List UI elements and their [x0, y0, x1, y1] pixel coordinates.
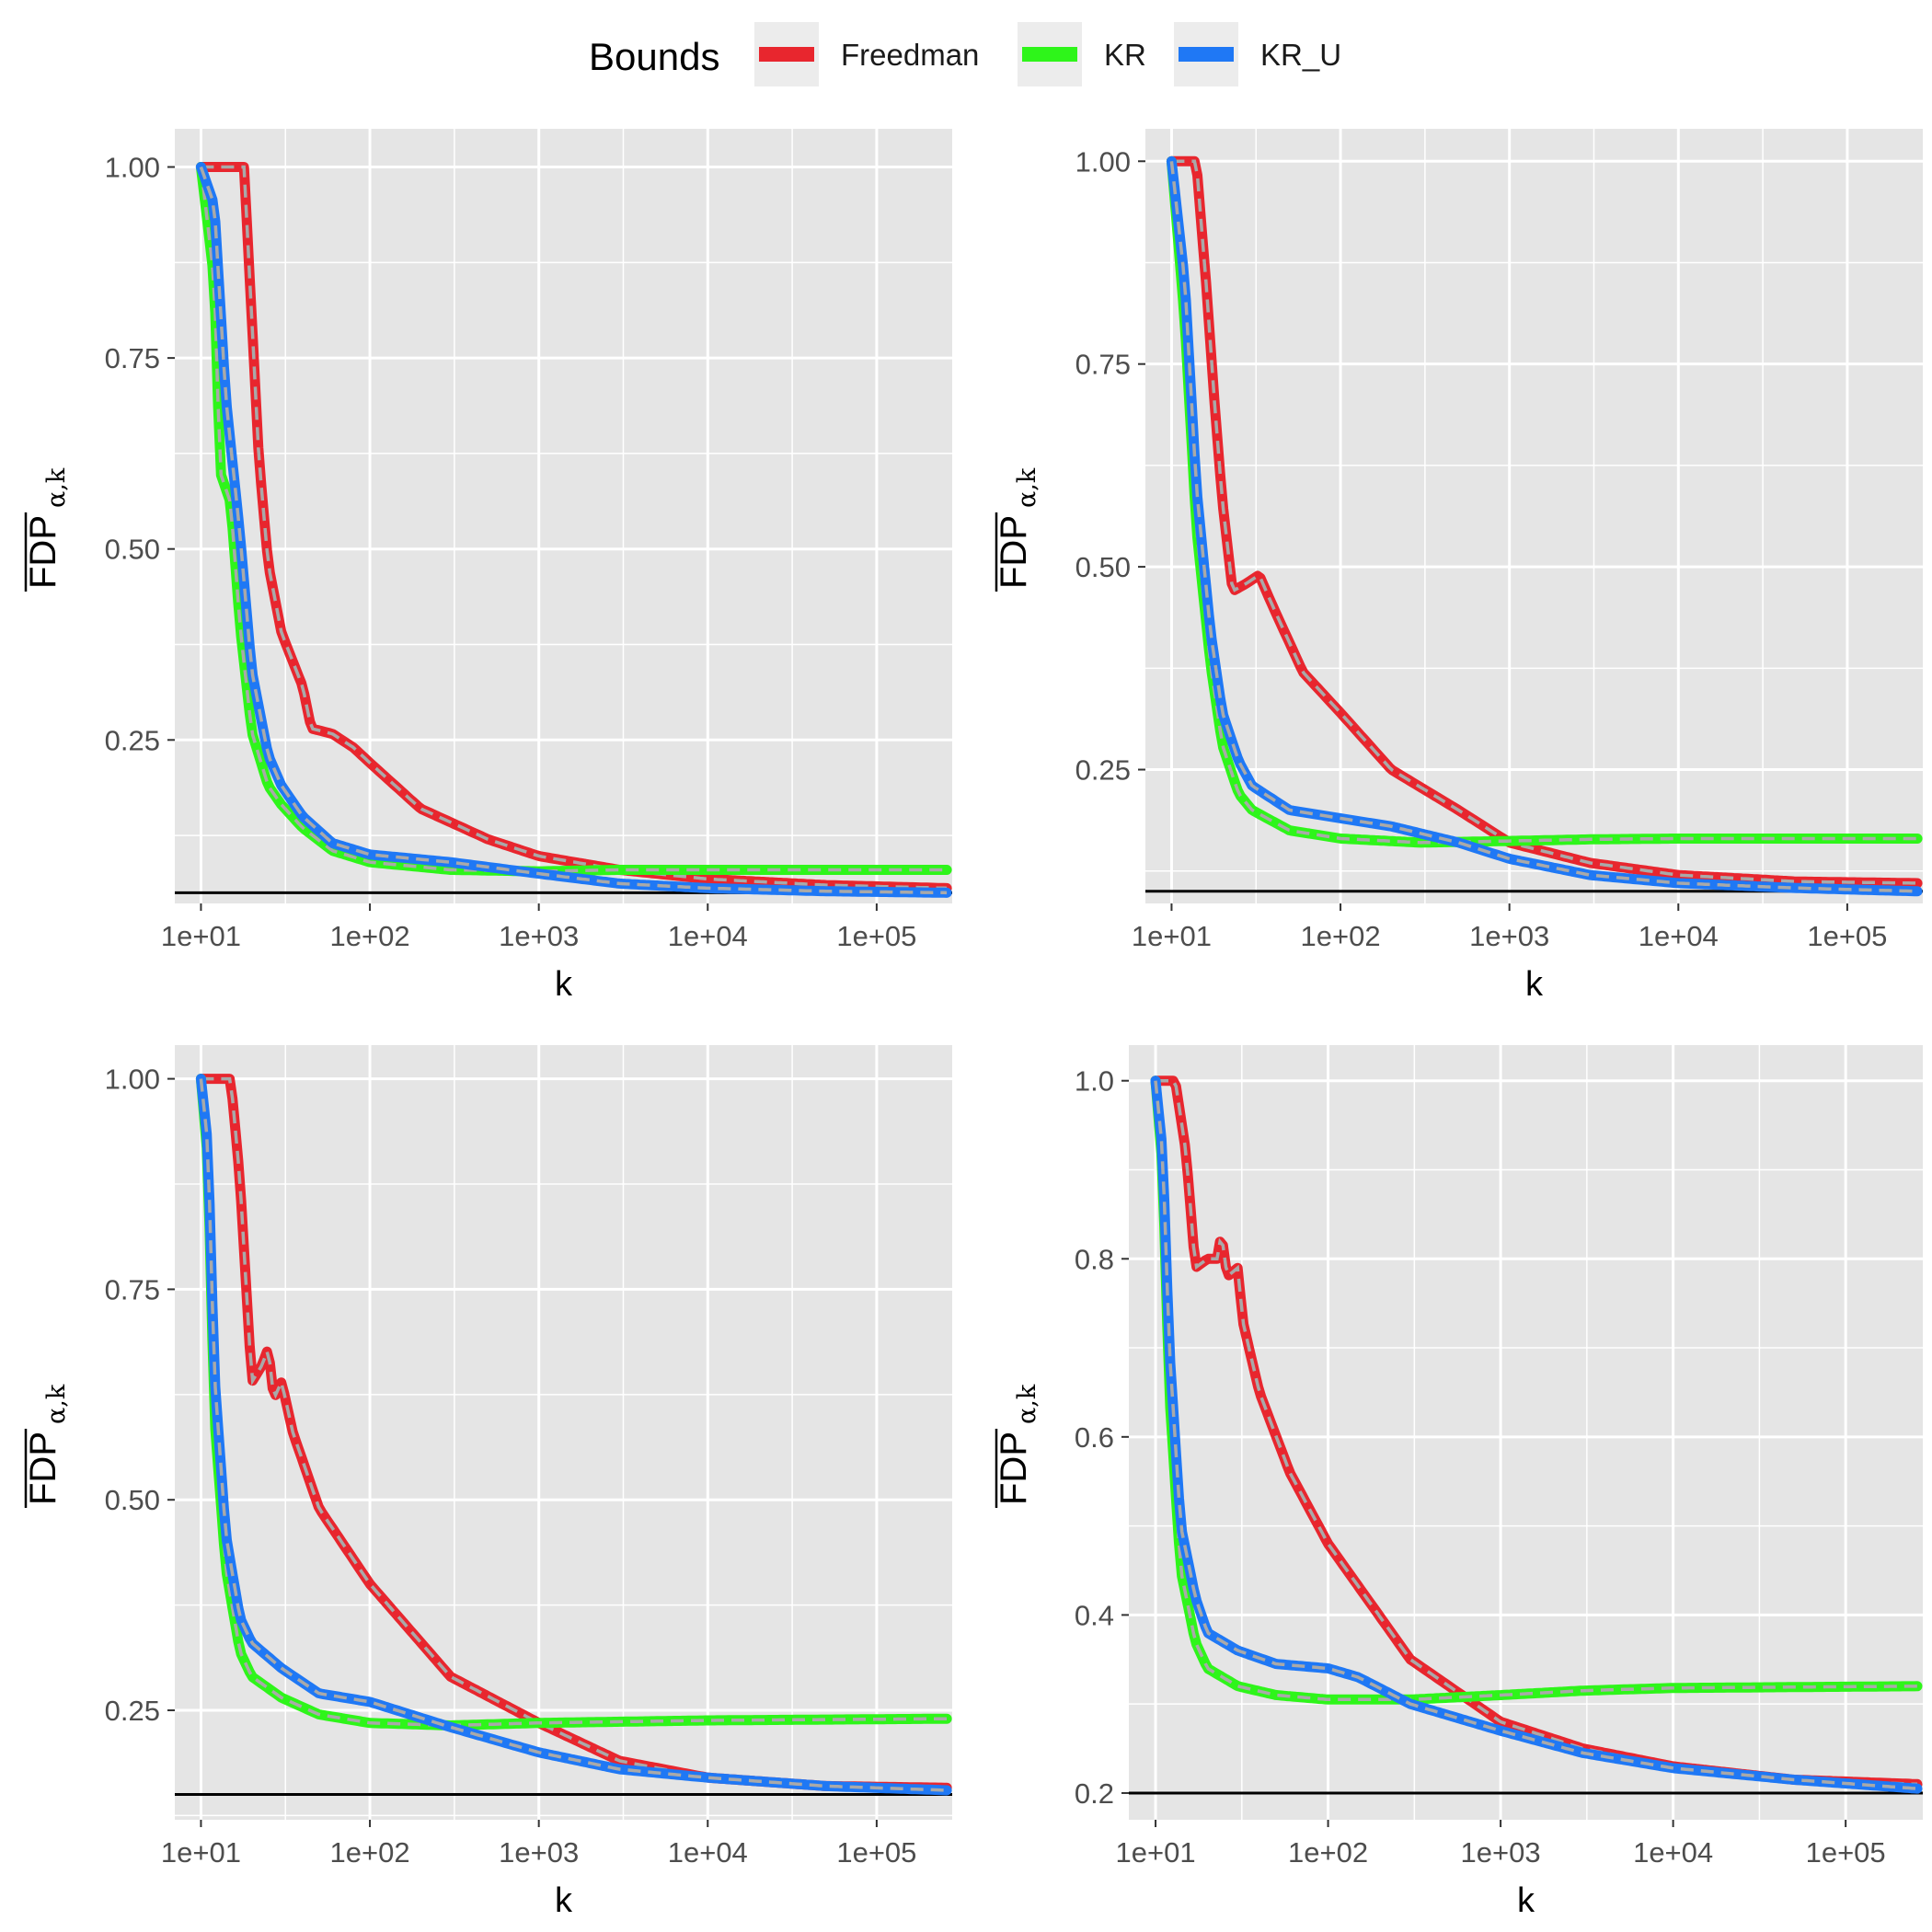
x-tick-label: 1e+05 [836, 1836, 916, 1869]
y-tick-label: 0.50 [1075, 551, 1131, 583]
y-axis-title-subscript: α,k [42, 1384, 71, 1424]
x-tick-label: 1e+05 [1807, 920, 1887, 952]
series-dashed-kr-u [1154, 1080, 1918, 1790]
panel-2: 1e+01 1e+02 1e+03 1e+04 1e+05 0.25 0.50 0.75 1.0… [994, 129, 1923, 1004]
y-tick-label: 0.25 [1075, 754, 1131, 787]
x-tick-label: 1e+04 [668, 1836, 748, 1869]
legend-item-freedman: Freedman [754, 22, 979, 86]
panels: 1e+01 1e+02 1e+03 1e+04 1e+05 0.25 0.50 0.75 1.0… [23, 129, 1923, 1920]
x-axis-title: k [555, 965, 573, 1004]
series-dashed-freedman [1171, 159, 1918, 885]
panel-background [175, 1045, 952, 1820]
series-dashed-kr-u [1169, 161, 1918, 893]
series-dashed-kr [1169, 161, 1918, 845]
x-tick-label: 1e+01 [161, 1836, 241, 1869]
x-tick-label: 1e+05 [836, 920, 916, 952]
y-tick-label: 0.75 [105, 342, 160, 374]
x-tick-label: 1e+05 [1806, 1836, 1886, 1869]
y-tick-label: 0.6 [1075, 1421, 1114, 1454]
y-axis-title: FDP α,k [994, 1384, 1041, 1508]
x-axis-title: k [1525, 965, 1544, 1004]
series-group [1166, 155, 1923, 897]
series-dashed-kr [1154, 1080, 1918, 1702]
legend-label-kr-u: KR_U [1260, 38, 1341, 72]
x-tick-label: 1e+01 [161, 920, 241, 952]
legend-swatch-kr-u [1179, 47, 1234, 62]
y-tick-label: 0.50 [105, 534, 160, 566]
legend-swatch-kr [1022, 47, 1077, 62]
x-tick-label: 1e+02 [1301, 920, 1381, 952]
x-tick-label: 1e+02 [1288, 1836, 1368, 1869]
panel-background [1145, 129, 1923, 903]
legend-label-kr: KR [1104, 38, 1146, 72]
y-axis-title: FDP α,k [23, 1384, 71, 1508]
y-tick-label: 1.00 [105, 1064, 160, 1096]
series-dashed-kr-u [199, 1078, 948, 1792]
y-axis-title-subscript: α,k [42, 467, 71, 508]
legend-item-kr-u: KR_U [1174, 22, 1341, 86]
y-axis-title-main: FDP [994, 1432, 1034, 1505]
series-group [1150, 1075, 1923, 1794]
x-tick-label: 1e+02 [330, 1836, 410, 1869]
y-tick-label: 0.25 [105, 724, 160, 756]
y-axis-title-main: FDP [23, 515, 63, 589]
y-tick-label: 0.75 [1075, 349, 1131, 381]
y-tick-label: 0.25 [105, 1695, 160, 1727]
y-tick-label: 0.50 [105, 1484, 160, 1516]
y-axis-title-subscript: α,k [1013, 1384, 1041, 1424]
x-tick-label: 1e+02 [330, 920, 410, 952]
y-tick-label: 1.00 [1075, 145, 1131, 178]
series-dashed-kr-u [199, 166, 948, 895]
series-dashed-kr [199, 167, 948, 873]
x-tick-label: 1e+03 [499, 920, 579, 952]
x-tick-label: 1e+04 [1639, 920, 1719, 952]
legend-item-kr: KR [1018, 22, 1146, 86]
legend-swatch-freedman [759, 47, 814, 62]
series-group [195, 162, 952, 898]
y-tick-label: 1.00 [105, 152, 160, 184]
y-axis-title: FDP α,k [994, 467, 1041, 592]
y-axis-title-subscript: α,k [1013, 467, 1041, 508]
y-tick-label: 1.0 [1075, 1065, 1114, 1098]
y-tick-label: 0.2 [1075, 1777, 1114, 1810]
series-group [195, 1074, 952, 1796]
y-tick-label: 0.4 [1075, 1599, 1114, 1631]
series-dashed-kr [199, 1078, 948, 1728]
y-axis-title-main: FDP [994, 515, 1034, 589]
panel-background [175, 129, 952, 903]
panel-3: 1e+01 1e+02 1e+03 1e+04 1e+05 0.25 0.50 0.75 1.0… [23, 1045, 952, 1920]
x-tick-label: 1e+03 [1469, 920, 1549, 952]
x-tick-label: 1e+01 [1116, 1836, 1196, 1869]
y-axis-title-main: FDP [23, 1432, 63, 1505]
legend-label-freedman: Freedman [841, 38, 979, 72]
x-axis-title: k [1517, 1881, 1535, 1920]
x-tick-label: 1e+03 [499, 1836, 579, 1869]
panel-1: 1e+01 1e+02 1e+03 1e+04 1e+05 0.25 0.50 0.75 1.0… [23, 129, 952, 1004]
x-tick-label: 1e+04 [668, 920, 748, 952]
series-dashed-freedman [201, 165, 948, 891]
x-tick-label: 1e+03 [1461, 1836, 1541, 1869]
legend-title: Bounds [589, 35, 719, 78]
x-axis-title: k [555, 1881, 573, 1920]
y-tick-label: 0.75 [105, 1273, 160, 1305]
y-tick-label: 0.8 [1075, 1243, 1114, 1275]
x-tick-label: 1e+04 [1633, 1836, 1713, 1869]
legend: Bounds Freedman KR KR_U [589, 22, 1341, 86]
x-tick-label: 1e+01 [1132, 920, 1212, 952]
y-axis-title: FDP α,k [23, 467, 71, 592]
panel-4: 1e+01 1e+02 1e+03 1e+04 1e+05 0.2 0.4 0.6 0.8 1.0… [994, 1045, 1923, 1920]
